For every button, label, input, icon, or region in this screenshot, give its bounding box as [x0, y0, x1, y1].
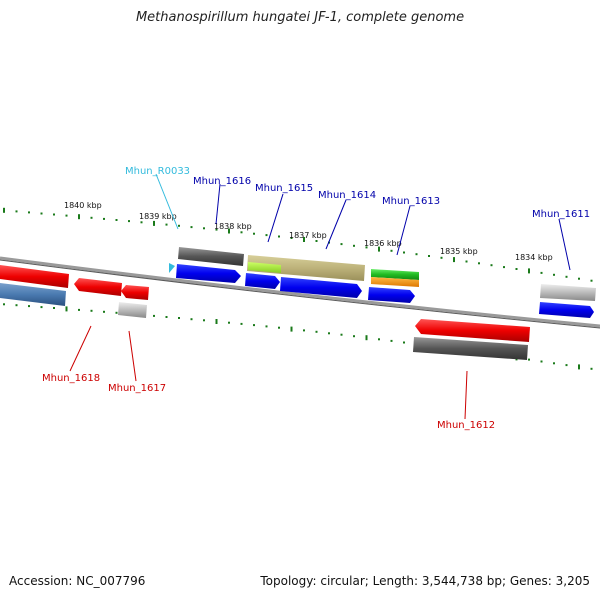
gene-arrow-forward[interactable] [368, 287, 415, 303]
leader-line [267, 193, 284, 243]
tick-label: 1835 kbp [440, 247, 478, 256]
gene-arrow-reverse[interactable] [74, 278, 122, 296]
leader-line [69, 325, 92, 372]
gene-feature-orange[interactable] [371, 277, 419, 287]
gene-label-forward: Mhun_1613 [382, 196, 440, 207]
gene-arrow-reverse[interactable] [0, 265, 69, 288]
accession-text: Accession: NC_007796 [9, 574, 146, 588]
tick-label: 1840 kbp [64, 201, 102, 210]
gene-label-reverse: Mhun_1617 [108, 383, 166, 394]
gene-feature-khaki[interactable] [247, 255, 365, 281]
leader-line [325, 199, 347, 250]
rna-feature-arrow[interactable] [169, 263, 175, 273]
gene-arrow-forward[interactable] [245, 273, 280, 289]
tick-label: 1838 kbp [214, 222, 252, 231]
gene-feature-light[interactable] [540, 284, 596, 301]
gene-label-reverse: Mhun_1618 [42, 373, 100, 384]
genome-backbone-shadow [0, 259, 600, 329]
gene-label-forward: Mhun_1616 [193, 176, 251, 187]
gene-feature-dark[interactable] [413, 337, 528, 360]
leader-line [128, 330, 137, 382]
leader-line [464, 370, 468, 420]
gene-arrow-forward[interactable] [176, 264, 241, 283]
gene-arrow-forward[interactable] [280, 277, 362, 298]
leader-line [558, 218, 571, 271]
gene-feature-dark[interactable] [178, 247, 244, 266]
leader-line [396, 205, 411, 256]
gene-feature-steel[interactable] [0, 283, 66, 306]
genome-backbone [0, 256, 600, 328]
gene-feature-green[interactable] [371, 269, 419, 280]
leader-line [215, 183, 221, 225]
gene-label-reverse: Mhun_1612 [437, 420, 495, 431]
tick-label: 1834 kbp [515, 253, 553, 262]
gene-label-forward: Mhun_1611 [532, 209, 590, 220]
gene-feature-lime[interactable] [248, 262, 281, 273]
tick-label: 1839 kbp [139, 212, 177, 221]
tick-label: 1836 kbp [364, 239, 402, 248]
gene-label-rna: Mhun_R0033 [125, 166, 190, 177]
gene-arrow-reverse[interactable] [415, 319, 530, 342]
map-title: Methanospirillum hungatei JF-1, complete… [135, 10, 465, 25]
gene-feature-light[interactable] [118, 302, 147, 318]
tick-label: 1837 kbp [289, 231, 327, 240]
gene-label-forward: Mhun_1615 [255, 183, 313, 194]
gene-arrow-forward[interactable] [539, 302, 594, 318]
leader-line [155, 173, 179, 230]
outer-tick-ring [3, 207, 593, 282]
genome-summary-text: Topology: circular; Length: 3,544,738 bp… [260, 574, 590, 588]
gene-label-forward: Mhun_1614 [318, 190, 376, 201]
gene-arrow-reverse[interactable] [121, 285, 149, 300]
